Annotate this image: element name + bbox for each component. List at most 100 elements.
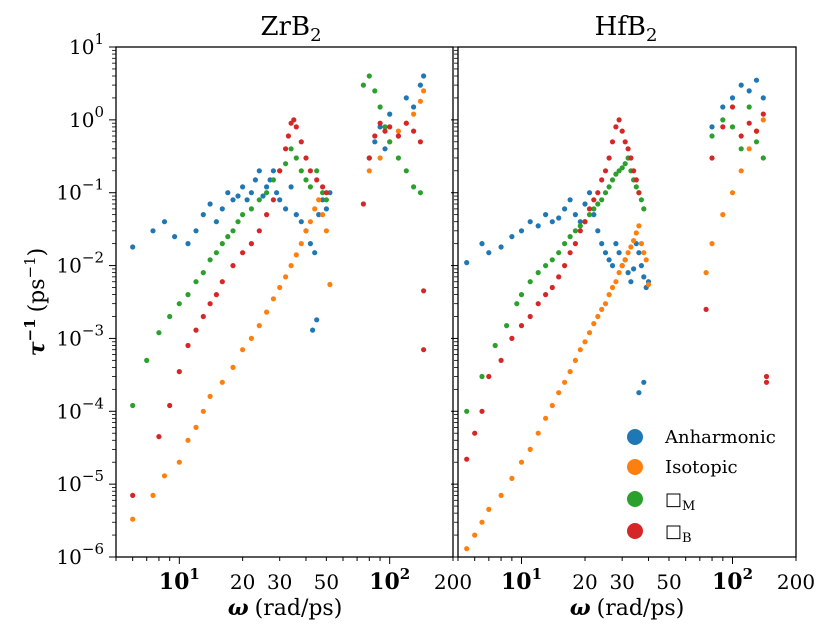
point-anharmonic xyxy=(230,197,236,203)
x-axis-label-hfb2: ω (rad/ps) xyxy=(570,595,685,621)
point-anharmonic xyxy=(746,88,752,94)
point-vacancy-b xyxy=(572,241,579,247)
point-anharmonic xyxy=(602,250,609,256)
point-vacancy-b xyxy=(599,177,605,183)
point-vacancy-m xyxy=(240,212,246,218)
point-vacancy-b xyxy=(387,124,393,130)
point-vacancy-b xyxy=(609,139,616,145)
point-anharmonic xyxy=(320,197,326,203)
point-vacancy-m xyxy=(492,342,498,349)
point-vacancy-m xyxy=(225,234,231,240)
point-vacancy-m xyxy=(366,73,372,79)
point-vacancy-b xyxy=(464,456,470,462)
point-anharmonic xyxy=(244,197,250,203)
point-isotopic xyxy=(633,230,639,236)
point-isotopic xyxy=(572,357,579,363)
x-axis-ticks-hfb2: 101 20 30 50 102 200 xyxy=(451,46,815,595)
point-anharmonic xyxy=(293,212,299,218)
point-isotopic xyxy=(248,335,254,341)
point-vacancy-m xyxy=(288,146,294,152)
point-vacancy-b xyxy=(377,120,383,126)
point-isotopic xyxy=(549,402,555,409)
plot-frame-hfb2 xyxy=(457,46,797,558)
point-vacancy-b xyxy=(763,379,770,385)
point-vacancy-b xyxy=(479,408,485,414)
point-anharmonic xyxy=(641,274,647,280)
point-anharmonic xyxy=(549,219,555,225)
point-vacancy-m xyxy=(303,177,309,183)
point-vacancy-b xyxy=(366,155,372,161)
point-anharmonic xyxy=(625,270,631,276)
point-vacancy-b xyxy=(527,313,533,320)
point-vacancy-m xyxy=(464,408,470,414)
point-isotopic xyxy=(535,430,541,436)
point-isotopic xyxy=(161,473,168,479)
point-anharmonic xyxy=(613,241,619,247)
point-isotopic xyxy=(270,296,276,302)
point-isotopic xyxy=(599,306,605,312)
point-vacancy-m xyxy=(641,206,647,212)
point-isotopic xyxy=(616,270,622,276)
y-tick-label: 100 xyxy=(69,103,104,132)
point-anharmonic xyxy=(753,77,760,83)
point-anharmonic xyxy=(527,219,533,225)
point-vacancy-b xyxy=(200,313,206,320)
point-vacancy-m xyxy=(235,219,241,225)
point-anharmonic xyxy=(264,184,270,190)
point-vacancy-b xyxy=(130,492,136,498)
point-isotopic xyxy=(323,228,329,234)
point-vacancy-b xyxy=(264,212,270,218)
point-isotopic xyxy=(421,88,427,94)
point-vacancy-b xyxy=(535,301,541,307)
point-vacancy-m xyxy=(411,184,417,190)
legend-marker-vacancy-b xyxy=(627,523,643,539)
legend-marker-anharmonic xyxy=(627,429,643,445)
point-vacancy-b xyxy=(323,190,329,196)
point-vacancy-b xyxy=(167,402,173,409)
x-tick-label: 101 xyxy=(501,565,542,595)
point-anharmonic xyxy=(274,190,280,196)
point-anharmonic xyxy=(729,95,736,101)
point-vacancy-m xyxy=(293,155,299,161)
x-tick-label: 50 xyxy=(656,570,681,594)
point-vacancy-m xyxy=(577,223,583,229)
point-isotopic xyxy=(619,263,625,269)
point-anharmonic xyxy=(185,241,191,247)
point-isotopic xyxy=(527,446,533,452)
point-anharmonic xyxy=(556,215,562,221)
scatter-points-zrb2 xyxy=(130,73,427,522)
point-anharmonic xyxy=(518,228,525,234)
point-vacancy-m xyxy=(562,241,568,247)
x-tick-label: 50 xyxy=(314,570,339,594)
point-isotopic xyxy=(256,323,262,329)
point-vacancy-m xyxy=(360,82,366,88)
point-vacancy-m xyxy=(535,270,541,276)
point-anharmonic xyxy=(636,390,642,396)
point-isotopic xyxy=(312,206,318,212)
point-vacancy-m xyxy=(193,279,199,285)
point-vacancy-b xyxy=(633,177,639,183)
point-isotopic xyxy=(240,347,246,353)
point-vacancy-b xyxy=(763,373,770,380)
point-vacancy-b xyxy=(636,190,642,196)
point-isotopic xyxy=(577,347,583,353)
point-vacancy-m xyxy=(602,190,609,196)
point-vacancy-b xyxy=(616,117,622,123)
y-tick-label: 10−1 xyxy=(56,176,104,205)
point-anharmonic xyxy=(150,228,156,234)
point-vacancy-b xyxy=(307,168,313,174)
point-isotopic xyxy=(464,546,470,552)
point-isotopic xyxy=(509,475,515,481)
point-anharmonic xyxy=(314,317,320,323)
point-isotopic xyxy=(479,519,485,525)
point-vacancy-b xyxy=(277,168,283,174)
y-tick-label: 10−2 xyxy=(56,249,104,278)
point-isotopic xyxy=(193,424,199,430)
point-vacancy-m xyxy=(556,250,562,256)
point-vacancy-m xyxy=(504,323,510,329)
point-isotopic xyxy=(625,250,631,256)
panel-zrb2: ZrB2 101 20 30 50 102 200 10−610−510−410−310−… xyxy=(56,12,472,621)
point-vacancy-m xyxy=(599,197,605,203)
point-vacancy-m xyxy=(595,201,601,207)
point-isotopic xyxy=(185,437,191,443)
